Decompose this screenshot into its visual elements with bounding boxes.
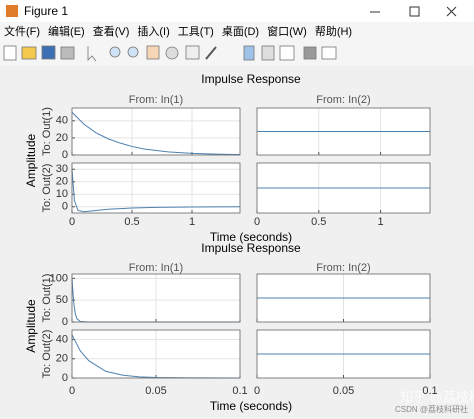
x-tick-label: 0.5 (124, 216, 139, 228)
y-axis-label: Amplitude (24, 299, 38, 353)
zoom-out-icon[interactable] (127, 46, 139, 58)
close-button[interactable] (446, 6, 457, 17)
rotate-icon[interactable] (165, 46, 179, 60)
column-title: From: In(2) (316, 262, 370, 274)
row-label: To: Out(2) (41, 330, 53, 379)
save-icon[interactable] (41, 45, 56, 60)
zoom-in-icon[interactable] (109, 46, 121, 58)
menu-item[interactable]: 工具(T) (178, 25, 214, 38)
y-tick-label: 40 (56, 115, 68, 127)
watermark-small: CSDN @荔枝科研社 (395, 404, 468, 414)
subplot (256, 162, 431, 214)
new-icon[interactable] (3, 45, 17, 61)
y-axis-label: Amplitude (24, 134, 38, 188)
y-tick-label: 20 (56, 176, 68, 188)
y-tick-label: 0 (62, 201, 68, 213)
menu-item[interactable]: 查看(V) (93, 24, 130, 38)
column-title: From: In(1) (129, 262, 183, 274)
title-bar (0, 0, 474, 22)
x-tick-label: 0.5 (311, 216, 326, 228)
axes-box (256, 273, 431, 323)
window-title: Figure 1 (24, 4, 68, 18)
axes-background (72, 108, 240, 155)
response-line (71, 111, 241, 156)
response-line (71, 169, 241, 213)
menu-item[interactable]: 文件(F) (4, 24, 40, 38)
axes-box (71, 273, 241, 323)
menu-item[interactable]: 插入(I) (137, 24, 169, 38)
open-icon[interactable] (21, 46, 37, 60)
row-label: To: Out(2) (41, 164, 53, 213)
subplot (256, 273, 431, 323)
x-tick-label: 0.1 (232, 385, 247, 397)
brush-icon[interactable] (205, 46, 217, 60)
colorbar-icon[interactable] (261, 45, 275, 61)
menu-item[interactable]: 帮助(H) (315, 24, 352, 38)
y-tick-label: 20 (56, 353, 68, 365)
x-tick-label: 0 (254, 385, 260, 397)
toolbar (0, 42, 474, 66)
y-tick-label: 20 (56, 132, 68, 144)
print-icon[interactable] (60, 46, 75, 60)
x-axis-label: Time (seconds) (210, 399, 292, 413)
axes-box (256, 329, 431, 379)
axes-box (71, 107, 241, 156)
axes-box (71, 329, 241, 379)
y-tick-label: 40 (56, 334, 68, 346)
subplot (71, 273, 241, 323)
row-label: To: Out(1) (41, 107, 53, 156)
axes-box (256, 162, 431, 214)
y-tick-label: 0 (62, 149, 68, 161)
watermark: 知乎 @荔枝科研社 (400, 389, 474, 404)
menu-item[interactable]: 桌面(D) (222, 25, 259, 38)
subplot (71, 107, 241, 156)
axes-background (72, 163, 240, 213)
axes-box (71, 162, 241, 214)
pan-icon[interactable] (146, 45, 160, 60)
datatip-icon[interactable] (185, 45, 200, 60)
y-tick-label: 100 (50, 272, 68, 284)
x-tick-label: 1 (378, 216, 384, 228)
chart-title: Impulse Response (201, 72, 301, 86)
subplot (71, 162, 241, 214)
y-tick-label: 0 (62, 316, 68, 328)
show-tools-icon[interactable] (321, 46, 337, 60)
y-tick-label: 0 (62, 372, 68, 384)
y-tick-label: 30 (56, 163, 68, 175)
y-tick-label: 50 (56, 294, 68, 306)
menu-item[interactable]: 窗口(W) (267, 24, 307, 38)
menu-bar (0, 22, 474, 42)
chart-title: Impulse Response (201, 241, 301, 255)
hide-tools-icon[interactable] (303, 46, 317, 60)
link-icon[interactable] (243, 45, 255, 61)
subplot (256, 329, 431, 379)
subplot (256, 107, 431, 156)
legend-icon[interactable] (279, 45, 295, 61)
toolbar-icons (3, 45, 337, 62)
x-tick-label: 0.05 (145, 385, 166, 397)
x-tick-label: 0 (69, 216, 75, 228)
x-tick-label: 0.1 (422, 385, 437, 397)
menu-item[interactable]: 编辑(E) (48, 24, 85, 38)
row-label: To: Out(1) (41, 274, 53, 323)
column-title: From: In(2) (316, 94, 370, 106)
column-title: From: In(1) (129, 94, 183, 106)
x-tick-label: 0.05 (333, 385, 354, 397)
x-tick-label: 1 (189, 216, 195, 228)
subplot (71, 329, 241, 379)
axes-box (256, 107, 431, 156)
maximize-button[interactable] (409, 6, 420, 17)
x-axis-label: Time (seconds) (210, 230, 292, 244)
x-tick-label: 0 (254, 216, 260, 228)
pointer-icon[interactable] (87, 46, 97, 62)
y-tick-label: 10 (56, 188, 68, 200)
x-tick-label: 0 (69, 385, 75, 397)
app-icon (6, 5, 18, 17)
